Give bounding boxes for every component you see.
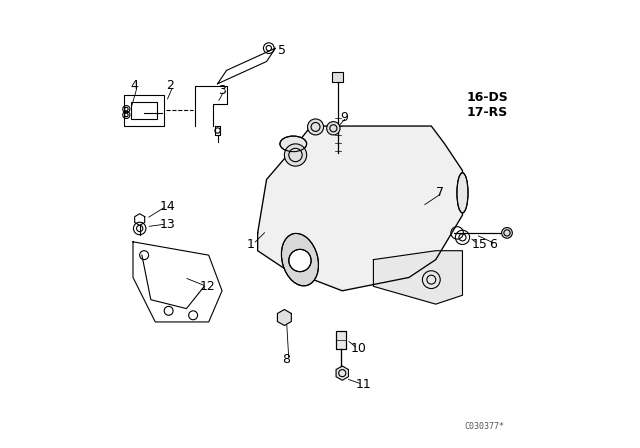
Text: 9: 9 (340, 111, 348, 124)
Polygon shape (373, 251, 463, 304)
Ellipse shape (457, 173, 468, 213)
Text: 12: 12 (200, 280, 216, 293)
Bar (335, 331, 346, 349)
Text: 8: 8 (282, 353, 290, 366)
Bar (332, 72, 343, 82)
Text: 3: 3 (218, 84, 225, 97)
Polygon shape (278, 310, 291, 326)
Text: 17-RS: 17-RS (467, 106, 508, 119)
Bar (335, 331, 346, 349)
Text: 2: 2 (166, 79, 174, 92)
Circle shape (284, 144, 307, 166)
Text: 13: 13 (160, 217, 175, 231)
Ellipse shape (282, 233, 319, 286)
Text: 14: 14 (160, 200, 175, 213)
Text: 10: 10 (351, 342, 367, 355)
Circle shape (308, 119, 324, 135)
Polygon shape (134, 214, 145, 225)
Polygon shape (336, 366, 348, 380)
Text: 1: 1 (246, 237, 255, 250)
Text: 16-DS: 16-DS (467, 90, 509, 103)
Bar (131, 102, 157, 119)
Text: 6: 6 (489, 237, 497, 250)
Polygon shape (133, 242, 222, 322)
Circle shape (502, 228, 513, 238)
Polygon shape (258, 126, 463, 291)
Bar (124, 95, 164, 126)
Text: 15: 15 (472, 237, 487, 250)
Text: 7: 7 (436, 186, 444, 199)
Text: 11: 11 (356, 378, 371, 391)
Circle shape (289, 250, 311, 271)
Circle shape (326, 121, 340, 135)
Text: 4: 4 (131, 79, 139, 92)
Text: C030377*: C030377* (465, 422, 505, 431)
Ellipse shape (280, 136, 307, 152)
Text: 5: 5 (278, 44, 285, 57)
